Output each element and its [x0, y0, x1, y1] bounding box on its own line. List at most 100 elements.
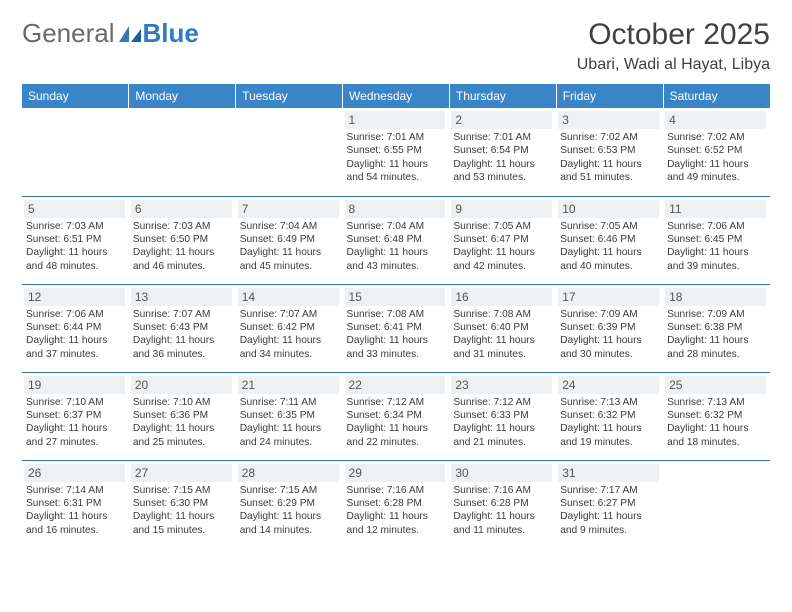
- day-number: 27: [131, 464, 232, 482]
- day-info: Sunrise: 7:02 AMSunset: 6:52 PMDaylight:…: [665, 131, 766, 185]
- title-block: October 2025 Ubari, Wadi al Hayat, Libya: [577, 18, 770, 74]
- calendar-day-cell: 22Sunrise: 7:12 AMSunset: 6:34 PMDayligh…: [343, 372, 450, 460]
- day-number: 1: [345, 111, 446, 129]
- day-number: 18: [665, 288, 766, 306]
- day-header: Saturday: [663, 84, 770, 108]
- day-header: Monday: [129, 84, 236, 108]
- day-number: 19: [24, 376, 125, 394]
- day-info: Sunrise: 7:04 AMSunset: 6:49 PMDaylight:…: [238, 220, 339, 274]
- calendar-header-row: SundayMondayTuesdayWednesdayThursdayFrid…: [22, 84, 770, 108]
- day-info: Sunrise: 7:15 AMSunset: 6:29 PMDaylight:…: [238, 484, 339, 538]
- day-number: 25: [665, 376, 766, 394]
- day-info: Sunrise: 7:05 AMSunset: 6:47 PMDaylight:…: [451, 220, 552, 274]
- location-label: Ubari, Wadi al Hayat, Libya: [577, 56, 770, 74]
- day-info: Sunrise: 7:05 AMSunset: 6:46 PMDaylight:…: [558, 220, 659, 274]
- calendar-body: 1 Sunrise: 7:01 AMSunset: 6:55 PMDaylight…: [22, 108, 770, 548]
- calendar-day-cell: 7 Sunrise: 7:04 AMSunset: 6:49 PMDaylight…: [236, 196, 343, 284]
- calendar-week-row: 19 Sunrise: 7:10 AMSunset: 6:37 PMDayligh…: [22, 372, 770, 460]
- day-info: Sunrise: 7:02 AMSunset: 6:53 PMDaylight:…: [558, 131, 659, 185]
- day-number: 2: [451, 111, 552, 129]
- calendar-day-cell: 4Sunrise: 7:02 AMSunset: 6:52 PMDaylight…: [663, 108, 770, 196]
- calendar-day-cell: 5 Sunrise: 7:03 AMSunset: 6:51 PMDaylight…: [22, 196, 129, 284]
- day-info: Sunrise: 7:03 AMSunset: 6:50 PMDaylight:…: [131, 220, 232, 274]
- calendar-day-cell: 25 Sunrise: 7:13 AMSunset: 6:32 PMDayligh…: [663, 372, 770, 460]
- day-info: Sunrise: 7:13 AMSunset: 6:32 PMDaylight:…: [558, 396, 659, 450]
- day-info: Sunrise: 7:04 AMSunset: 6:48 PMDaylight:…: [345, 220, 446, 274]
- calendar-day-cell: 20Sunrise: 7:10 AMSunset: 6:36 PMDayligh…: [129, 372, 236, 460]
- calendar-week-row: 12 Sunrise: 7:06 AMSunset: 6:44 PMDayligh…: [22, 284, 770, 372]
- day-number: 6: [131, 200, 232, 218]
- day-info: Sunrise: 7:12 AMSunset: 6:33 PMDaylight:…: [451, 396, 552, 450]
- calendar-week-row: 5 Sunrise: 7:03 AMSunset: 6:51 PMDaylight…: [22, 196, 770, 284]
- day-number: 14: [238, 288, 339, 306]
- calendar-day-cell: 14 Sunrise: 7:07 AMSunset: 6:42 PMDayligh…: [236, 284, 343, 372]
- day-header: Sunday: [22, 84, 129, 108]
- calendar-week-row: 26 Sunrise: 7:14 AMSunset: 6:31 PMDayligh…: [22, 460, 770, 548]
- day-info: Sunrise: 7:13 AMSunset: 6:32 PMDaylight:…: [665, 396, 766, 450]
- day-info: Sunrise: 7:14 AMSunset: 6:31 PMDaylight:…: [24, 484, 125, 538]
- logo: General Blue: [22, 18, 199, 49]
- calendar-day-cell: 15Sunrise: 7:08 AMSunset: 6:41 PMDayligh…: [343, 284, 450, 372]
- calendar-day-cell: 9 Sunrise: 7:05 AMSunset: 6:47 PMDaylight…: [449, 196, 556, 284]
- calendar-day-cell: 30Sunrise: 7:16 AMSunset: 6:28 PMDayligh…: [449, 460, 556, 548]
- calendar-day-cell: 8 Sunrise: 7:04 AMSunset: 6:48 PMDaylight…: [343, 196, 450, 284]
- calendar-week-row: 1 Sunrise: 7:01 AMSunset: 6:55 PMDaylight…: [22, 108, 770, 196]
- day-info: Sunrise: 7:06 AMSunset: 6:45 PMDaylight:…: [665, 220, 766, 274]
- day-info: Sunrise: 7:03 AMSunset: 6:51 PMDaylight:…: [24, 220, 125, 274]
- day-number: 31: [558, 464, 659, 482]
- calendar-day-cell: 11 Sunrise: 7:06 AMSunset: 6:45 PMDayligh…: [663, 196, 770, 284]
- day-number: 16: [451, 288, 552, 306]
- calendar-day-cell: 17Sunrise: 7:09 AMSunset: 6:39 PMDayligh…: [556, 284, 663, 372]
- month-title: October 2025: [577, 18, 770, 52]
- calendar-day-cell: 21Sunrise: 7:11 AMSunset: 6:35 PMDayligh…: [236, 372, 343, 460]
- day-info: Sunrise: 7:01 AMSunset: 6:54 PMDaylight:…: [451, 131, 552, 185]
- calendar-day-cell: 27 Sunrise: 7:15 AMSunset: 6:30 PMDayligh…: [129, 460, 236, 548]
- calendar-day-cell: 1 Sunrise: 7:01 AMSunset: 6:55 PMDaylight…: [343, 108, 450, 196]
- day-info: Sunrise: 7:16 AMSunset: 6:28 PMDaylight:…: [451, 484, 552, 538]
- day-header: Thursday: [449, 84, 556, 108]
- day-info: Sunrise: 7:06 AMSunset: 6:44 PMDaylight:…: [24, 308, 125, 362]
- day-info: Sunrise: 7:07 AMSunset: 6:42 PMDaylight:…: [238, 308, 339, 362]
- day-info: Sunrise: 7:09 AMSunset: 6:39 PMDaylight:…: [558, 308, 659, 362]
- day-info: Sunrise: 7:07 AMSunset: 6:43 PMDaylight:…: [131, 308, 232, 362]
- day-info: Sunrise: 7:01 AMSunset: 6:55 PMDaylight:…: [345, 131, 446, 185]
- day-number: 10: [558, 200, 659, 218]
- header: General Blue October 2025 Ubari, Wadi al…: [22, 18, 770, 74]
- day-header: Friday: [556, 84, 663, 108]
- day-number: 13: [131, 288, 232, 306]
- day-header: Wednesday: [343, 84, 450, 108]
- calendar-day-cell: [129, 108, 236, 196]
- day-number: 11: [665, 200, 766, 218]
- day-number: 29: [345, 464, 446, 482]
- day-number: 8: [345, 200, 446, 218]
- day-info: Sunrise: 7:16 AMSunset: 6:28 PMDaylight:…: [345, 484, 446, 538]
- day-number: 7: [238, 200, 339, 218]
- calendar-table: SundayMondayTuesdayWednesdayThursdayFrid…: [22, 84, 770, 548]
- day-info: Sunrise: 7:17 AMSunset: 6:27 PMDaylight:…: [558, 484, 659, 538]
- calendar-day-cell: 24Sunrise: 7:13 AMSunset: 6:32 PMDayligh…: [556, 372, 663, 460]
- day-info: Sunrise: 7:11 AMSunset: 6:35 PMDaylight:…: [238, 396, 339, 450]
- day-info: Sunrise: 7:15 AMSunset: 6:30 PMDaylight:…: [131, 484, 232, 538]
- calendar-day-cell: 13 Sunrise: 7:07 AMSunset: 6:43 PMDayligh…: [129, 284, 236, 372]
- calendar-day-cell: 18 Sunrise: 7:09 AMSunset: 6:38 PMDayligh…: [663, 284, 770, 372]
- calendar-day-cell: 19 Sunrise: 7:10 AMSunset: 6:37 PMDayligh…: [22, 372, 129, 460]
- calendar-day-cell: 2 Sunrise: 7:01 AMSunset: 6:54 PMDaylight…: [449, 108, 556, 196]
- logo-text-general: General: [22, 18, 115, 49]
- day-info: Sunrise: 7:10 AMSunset: 6:37 PMDaylight:…: [24, 396, 125, 450]
- calendar-day-cell: 29 Sunrise: 7:16 AMSunset: 6:28 PMDayligh…: [343, 460, 450, 548]
- logo-text-blue: Blue: [143, 18, 199, 49]
- day-header: Tuesday: [236, 84, 343, 108]
- calendar-day-cell: [236, 108, 343, 196]
- calendar-day-cell: 3Sunrise: 7:02 AMSunset: 6:53 PMDaylight…: [556, 108, 663, 196]
- day-number: 22: [345, 376, 446, 394]
- day-number: 23: [451, 376, 552, 394]
- day-number: 5: [24, 200, 125, 218]
- calendar-day-cell: [663, 460, 770, 548]
- day-info: Sunrise: 7:10 AMSunset: 6:36 PMDaylight:…: [131, 396, 232, 450]
- logo-sail-icon: [119, 26, 141, 42]
- calendar-day-cell: [22, 108, 129, 196]
- day-info: Sunrise: 7:09 AMSunset: 6:38 PMDaylight:…: [665, 308, 766, 362]
- day-number: 26: [24, 464, 125, 482]
- day-number: 9: [451, 200, 552, 218]
- day-number: 12: [24, 288, 125, 306]
